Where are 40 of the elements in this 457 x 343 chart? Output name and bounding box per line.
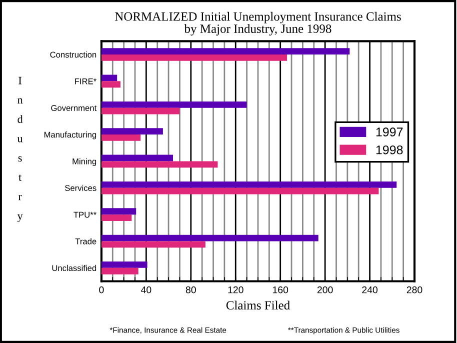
x-tick-label: 0	[99, 286, 104, 294]
x-tick-label: 160	[272, 286, 288, 294]
x-tick-label: 200	[317, 286, 333, 294]
bar	[101, 234, 318, 242]
bar	[101, 81, 120, 88]
bar	[101, 134, 141, 141]
x-tick-label: 120	[228, 286, 244, 294]
bar	[101, 54, 288, 61]
bar	[101, 128, 163, 135]
bar	[101, 74, 118, 82]
y-tick-label: Government	[51, 105, 97, 111]
y-tick-label: Unclassified	[52, 264, 96, 272]
bar	[101, 48, 350, 54]
y-tick-label: Manufacturing	[44, 132, 96, 140]
x-tick-label: 80	[186, 286, 196, 294]
x-tick-label: 280	[406, 286, 422, 294]
bar	[101, 268, 138, 274]
legend-label: 1997	[376, 128, 403, 136]
y-tick-label: Construction	[50, 51, 96, 58]
chart-title: NORMALIZED Initial Unemployment Insurance Claims by Major Industry, June 1998	[114, 12, 401, 36]
x-tick-label: 240	[362, 286, 378, 294]
bar	[101, 161, 218, 168]
bar	[101, 154, 174, 162]
bar	[101, 241, 206, 248]
legend-label: 1998	[376, 145, 403, 154]
x-axis-title: Claims Filed	[226, 300, 290, 310]
y-tick-label: TPU**	[74, 212, 96, 218]
bar	[101, 208, 136, 215]
text: Industry	[17, 76, 23, 222]
bar	[101, 214, 132, 221]
y-tick-label: Services	[65, 184, 96, 191]
bar	[101, 101, 247, 108]
bar	[101, 181, 397, 188]
y-tick-label: Trade	[75, 238, 96, 244]
y-tick-label: Mining	[72, 158, 96, 166]
bar	[101, 108, 180, 114]
bar	[101, 188, 379, 194]
x-tick-label: 40	[140, 286, 152, 294]
y-tick-label: FIRE*	[75, 78, 96, 84]
bar	[101, 262, 148, 268]
